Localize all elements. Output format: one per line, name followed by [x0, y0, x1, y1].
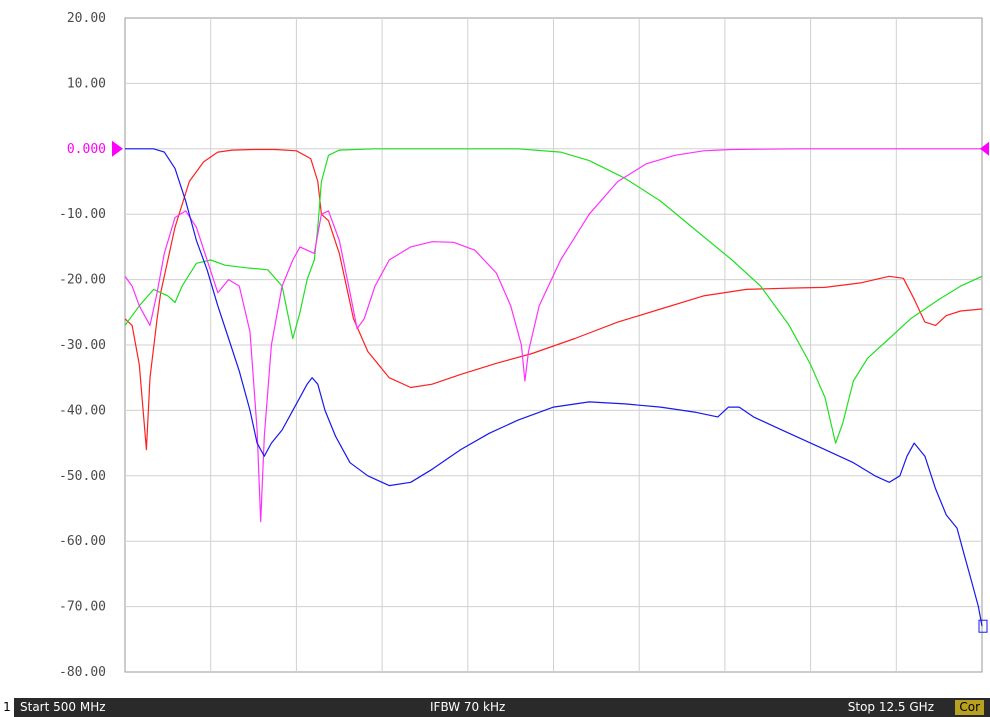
y-tick-label: 0.000	[67, 142, 106, 157]
start-frequency[interactable]: Start 500 MHz	[20, 700, 106, 714]
stop-frequency[interactable]: Stop 12.5 GHz	[847, 700, 934, 714]
channel-number[interactable]: 1	[0, 698, 14, 717]
y-tick-label: -60.00	[59, 534, 106, 549]
y-tick-labels: 20.00 10.00 0.000 -10.00 -20.00 -30.00 -40.00 -…	[59, 11, 106, 680]
y-tick-label: 20.00	[67, 11, 106, 26]
reference-level-marker-left	[112, 140, 123, 157]
trace-line-3	[124, 148, 982, 523]
y-tick-label: -50.00	[59, 469, 106, 484]
trace-markers	[112, 140, 989, 633]
y-tick-label: -10.00	[59, 207, 106, 222]
plot-grid	[124, 17, 983, 673]
trace-line-1	[124, 148, 983, 451]
trace-end-marker	[978, 619, 988, 633]
status-bar: 1 Start 500 MHz IFBW 70 kHz Stop 12.5 GH…	[0, 698, 990, 717]
y-tick-label: -20.00	[59, 273, 106, 288]
correction-badge[interactable]: Cor	[955, 700, 984, 715]
y-tick-label: -40.00	[59, 403, 106, 418]
trace-lines	[124, 148, 983, 627]
trace-line-2	[124, 148, 983, 444]
ifbw-label[interactable]: IFBW 70 kHz	[430, 700, 506, 714]
trace-plot: 20.00 10.00 0.000 -10.00 -20.00 -30.00 -40.00 -…	[59, 11, 989, 680]
y-tick-label: -30.00	[59, 338, 106, 353]
y-tick-label: -80.00	[59, 665, 106, 680]
reference-level-marker-right	[980, 141, 989, 156]
y-tick-label: -70.00	[59, 600, 106, 615]
y-tick-label: 10.00	[67, 76, 106, 91]
trace-line-4	[125, 148, 983, 627]
